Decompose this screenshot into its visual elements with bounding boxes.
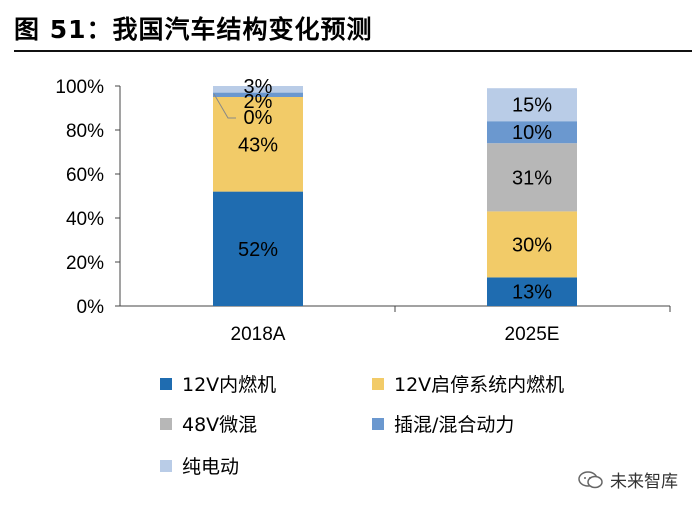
y-tick-label: 60% xyxy=(66,165,104,186)
legend-item-12v-start-stop: 12V启停系统内燃机 xyxy=(372,370,564,397)
legend-item-phev-hybrid: 插混/混合动力 xyxy=(372,410,514,437)
data-label: 30% xyxy=(512,234,552,256)
chart-title: 图 51：我国汽车结构变化预测 xyxy=(14,15,373,44)
y-tick-label: 100% xyxy=(55,77,104,98)
x-tick-label: 2018A xyxy=(231,324,286,345)
y-tick-label: 40% xyxy=(66,209,104,230)
watermark: 未来智库 xyxy=(578,467,678,492)
watermark-text: 未来智库 xyxy=(610,472,678,492)
y-tick-label: 20% xyxy=(66,253,104,274)
bar-segment-2018A-4 xyxy=(213,86,303,93)
bar-segment-2025E-2 xyxy=(487,143,577,212)
legend-label-12v-ice: 12V内燃机 xyxy=(182,374,277,396)
bar-segment-2025E-1 xyxy=(487,211,577,278)
x-tick-label: 2025E xyxy=(505,324,560,345)
legend-label-bev: 纯电动 xyxy=(182,456,240,478)
data-label: 15% xyxy=(512,95,552,117)
legend-swatch-12v-ice xyxy=(160,377,172,390)
y-tick-label: 80% xyxy=(66,121,104,142)
bar-segment-2025E-0 xyxy=(487,277,577,306)
wechat-icon xyxy=(578,470,603,488)
bar-segment-2025E-3 xyxy=(487,121,577,144)
legend-label-48v-mild-hybrid: 48V微混 xyxy=(182,414,258,436)
data-label: 13% xyxy=(512,282,552,304)
data-label: 43% xyxy=(238,134,278,156)
legend-swatch-12v-start-stop xyxy=(372,377,384,390)
data-label: 31% xyxy=(512,167,552,189)
bar-segment-2018A-3 xyxy=(213,92,303,97)
legend-swatch-phev-hybrid xyxy=(372,417,384,430)
title-divider xyxy=(14,50,692,52)
legend: 12V内燃机 12V启停系统内燃机 48V微混 插混/混合动力 纯电动 xyxy=(160,370,680,480)
data-label-leader-line xyxy=(213,93,236,119)
legend-item-48v-mild-hybrid: 48V微混 xyxy=(160,410,257,437)
data-label: 2% xyxy=(244,91,273,113)
data-label: 3% xyxy=(244,76,273,98)
bar-segment-2018A-0 xyxy=(213,191,303,306)
data-label: 52% xyxy=(238,239,278,261)
legend-item-bev: 纯电动 xyxy=(160,452,239,479)
bar-segment-2018A-1 xyxy=(213,97,303,192)
data-label: 10% xyxy=(512,122,552,144)
data-label: 0% xyxy=(244,107,273,129)
y-tick-label: 0% xyxy=(77,297,105,318)
bar-segment-2025E-4 xyxy=(487,88,577,122)
legend-label-phev-hybrid: 插混/混合动力 xyxy=(394,414,515,436)
legend-label-12v-start-stop: 12V启停系统内燃机 xyxy=(394,374,565,396)
legend-swatch-48v-mild-hybrid xyxy=(160,417,172,430)
legend-item-12v-ice: 12V内燃机 xyxy=(160,370,276,397)
legend-swatch-bev xyxy=(160,459,172,472)
